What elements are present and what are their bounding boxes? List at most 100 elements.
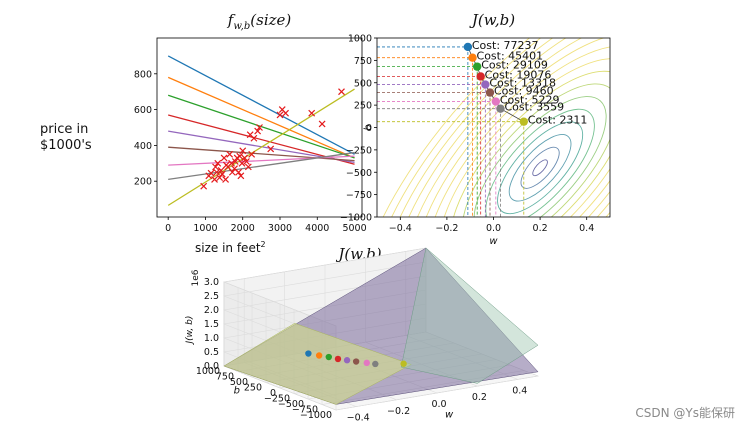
surface-marker-2 bbox=[325, 353, 332, 361]
fit-point-26 bbox=[243, 158, 250, 165]
contour-level-9 bbox=[426, 45, 610, 217]
y-axis-label-line1: price in bbox=[40, 122, 89, 137]
fit-point-16 bbox=[228, 168, 236, 176]
fit-title-sub: w,b bbox=[233, 21, 250, 32]
contour-xtick-label-0: −0.4 bbox=[389, 223, 412, 234]
fit-point-stroke-b bbox=[250, 134, 258, 142]
surface-btick-label-7: −750 bbox=[292, 405, 318, 416]
surface-zgrid-6 bbox=[222, 247, 427, 327]
fit-point-stroke-b bbox=[237, 172, 245, 180]
contour-cost-label-4: Cost: 13318 bbox=[489, 77, 556, 90]
contour-marker-8 bbox=[519, 117, 528, 126]
surface-ztick-label-4: 2.0 bbox=[204, 305, 219, 316]
contour-xtick-label-1: −0.2 bbox=[435, 223, 458, 234]
fit-point-23 bbox=[238, 159, 246, 167]
surface-zscale: 1e6 bbox=[191, 269, 201, 286]
x-axis-label-text: size in feet bbox=[195, 241, 261, 255]
contour-marker-4 bbox=[481, 80, 490, 89]
contour-ytick-label-8: 1000 bbox=[348, 34, 372, 45]
fit-point-stroke-b bbox=[213, 168, 221, 176]
fit-point-10 bbox=[220, 154, 228, 162]
watermark: CSDN @Ys能保研 bbox=[635, 406, 735, 420]
fit-ytick-label-0: 200 bbox=[134, 177, 152, 188]
surface-ztick-label-2: 1.0 bbox=[204, 333, 219, 344]
contour-level-1 bbox=[520, 146, 560, 189]
contour-level-0 bbox=[532, 159, 548, 177]
fit-point-21 bbox=[236, 152, 244, 160]
contour-level-2 bbox=[508, 134, 572, 202]
fit-line-2 bbox=[167, 94, 355, 159]
fit-point-18 bbox=[231, 158, 239, 165]
contour-step-8 bbox=[500, 108, 524, 123]
fit-point-stroke-b bbox=[226, 150, 234, 158]
contour-marker-5 bbox=[485, 88, 495, 97]
surface-ztick-label-1: 0.5 bbox=[204, 347, 219, 358]
surface-marker-3 bbox=[334, 355, 342, 363]
contour-title: J(w,b) bbox=[469, 11, 515, 29]
fit-point-stroke-b bbox=[207, 169, 215, 177]
fit-line-1 bbox=[167, 76, 355, 159]
fit-point-stroke-b bbox=[214, 159, 222, 167]
contour-cost-label-0: Cost: 77237 bbox=[472, 39, 539, 52]
fit-point-stroke-b bbox=[276, 111, 284, 119]
fit-point-stroke-b bbox=[282, 109, 290, 117]
fit-point-2 bbox=[207, 169, 215, 177]
fit-point-stroke-b bbox=[231, 165, 238, 173]
fit-point-stroke-b bbox=[338, 88, 345, 96]
surface-marker-4 bbox=[343, 357, 351, 364]
contour-cost-label-3: Cost: 19076 bbox=[485, 68, 552, 81]
contour-xtick-label-2: 0.0 bbox=[486, 223, 501, 234]
surface-wtick-label-3: 0.2 bbox=[472, 392, 487, 403]
fit-point-stroke-b bbox=[235, 168, 243, 176]
fit-point-7 bbox=[216, 174, 224, 182]
surface-marker-5 bbox=[352, 358, 360, 365]
fit-ytick-label-2: 600 bbox=[134, 105, 152, 116]
y-axis-label-line2: $1000's bbox=[40, 138, 92, 153]
surface-patch-green bbox=[400, 247, 539, 384]
fit-point-stroke-b bbox=[220, 154, 228, 162]
contour-level-4 bbox=[485, 108, 595, 217]
fit-point-stroke-b bbox=[222, 175, 230, 183]
contour-level-14 bbox=[377, 38, 610, 217]
surface-ztick-label-3: 1.5 bbox=[204, 319, 219, 330]
surface-btick-label-6: −500 bbox=[278, 399, 304, 410]
contour-level-11 bbox=[403, 38, 610, 217]
fit-point-stroke-b bbox=[239, 147, 247, 155]
contour-cost-label-8: Cost: 2311 bbox=[528, 114, 588, 127]
fit-title-f: f bbox=[227, 11, 236, 29]
fit-frame bbox=[156, 37, 363, 218]
fit-xtick-label-3: 3000 bbox=[268, 223, 292, 234]
fit-point-9 bbox=[218, 170, 226, 178]
fit-point-37 bbox=[318, 120, 326, 128]
fit-point-22 bbox=[237, 172, 245, 180]
fit-point-stroke-b bbox=[217, 167, 225, 174]
fit-point-stroke-b bbox=[236, 152, 244, 160]
surface-marker-8 bbox=[400, 360, 407, 367]
fit-point-stroke-b bbox=[241, 154, 249, 162]
fit-line-3 bbox=[168, 114, 355, 165]
fit-point-stroke-b bbox=[248, 150, 256, 158]
fit-point-stroke-b bbox=[228, 168, 236, 176]
surface-btick-label-4: 0 bbox=[270, 388, 276, 399]
fit-point-stroke-b bbox=[238, 159, 246, 167]
surface-ztick-label-6: 3.0 bbox=[204, 277, 219, 288]
contour-ytick-label-4: 0 bbox=[366, 123, 372, 134]
fit-point-stroke-b bbox=[267, 145, 275, 153]
contour-ytick-label-6: 500 bbox=[354, 78, 372, 89]
surface-wtick-label-0: −0.4 bbox=[347, 413, 370, 424]
fit-point-stroke-b bbox=[256, 124, 263, 131]
surface-ztick-label-0: 0.0 bbox=[204, 361, 219, 372]
contour-plot-area bbox=[377, 38, 610, 217]
y-axis-label: price in $1000's bbox=[40, 122, 92, 154]
fit-point-15 bbox=[228, 159, 235, 167]
contour-cost-label-7: Cost: 3559 bbox=[504, 101, 564, 114]
contour-cost-label-6: Cost: 5229 bbox=[500, 94, 560, 107]
contour-marker-3 bbox=[476, 72, 485, 81]
fit-point-30 bbox=[250, 134, 258, 142]
fit-line-7 bbox=[168, 151, 355, 181]
surface-blabel: b bbox=[234, 386, 240, 397]
contour-cost-label-2: Cost: 29109 bbox=[481, 59, 548, 72]
